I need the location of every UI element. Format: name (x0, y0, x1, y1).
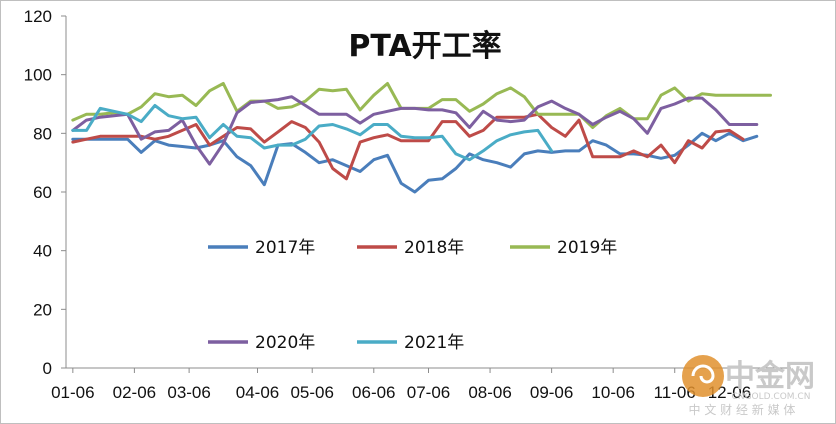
x-tick-label: 10-06 (591, 383, 634, 402)
legend-label: 2020年 (255, 333, 315, 353)
x-tick-label: 04-06 (236, 383, 279, 402)
legend-label: 2017年 (255, 238, 315, 258)
legend-label: 2019年 (557, 238, 617, 258)
legend-label: 2021年 (404, 333, 464, 353)
series-layer (71, 82, 772, 194)
x-tick-label: 11-06 (654, 383, 696, 402)
y-tick-label: 20 (33, 300, 52, 319)
legend-item: 2021年 (357, 333, 464, 353)
legend-item: 2020年 (208, 333, 315, 353)
y-tick-label: 100 (24, 66, 52, 85)
series-line-5 (71, 104, 554, 162)
x-tick-label: 09-06 (530, 383, 573, 402)
chart-title: PTA开工率 (348, 29, 501, 64)
x-tick-label: 08-06 (468, 383, 511, 402)
legend: 2017年 2018年 2019年 2020年 2021年 (208, 238, 617, 353)
series-line-4 (71, 95, 759, 166)
x-tick-label: 01-06 (51, 383, 94, 402)
watermark-slogan: 中 文 财 经 新 媒 体 (689, 402, 796, 417)
y-tick-label: 80 (33, 124, 52, 143)
x-tick-label: 03-06 (167, 383, 210, 402)
axes: 0 20 40 60 80 100 120 01-06 02-06 03-06 04-06 05-06… (24, 7, 791, 402)
legend-item: 2019年 (510, 238, 617, 258)
watermark-logo-icon (682, 355, 724, 397)
series-line-2 (71, 112, 745, 181)
x-tick-label: 02-06 (113, 383, 156, 402)
y-tick-label: 0 (43, 359, 52, 378)
y-tick-label: 40 (33, 242, 52, 261)
x-tick-label: 05-06 (290, 383, 333, 402)
y-tick-label: 120 (24, 7, 52, 26)
watermark-swirl-icon (691, 364, 715, 384)
legend-label: 2018年 (404, 238, 464, 258)
y-tick-label: 60 (33, 183, 52, 202)
watermark-brand: 中金网 (725, 359, 815, 394)
x-tick-label: 07-06 (407, 383, 450, 402)
watermark: 中金网 CNGOLD.COM.CN 中 文 财 经 新 媒 体 (682, 355, 815, 417)
legend-item: 2017年 (208, 238, 315, 258)
watermark-url: CNGOLD.COM.CN (732, 392, 811, 402)
legend-item: 2018年 (357, 238, 464, 258)
x-tick-label: 06-06 (352, 383, 395, 402)
